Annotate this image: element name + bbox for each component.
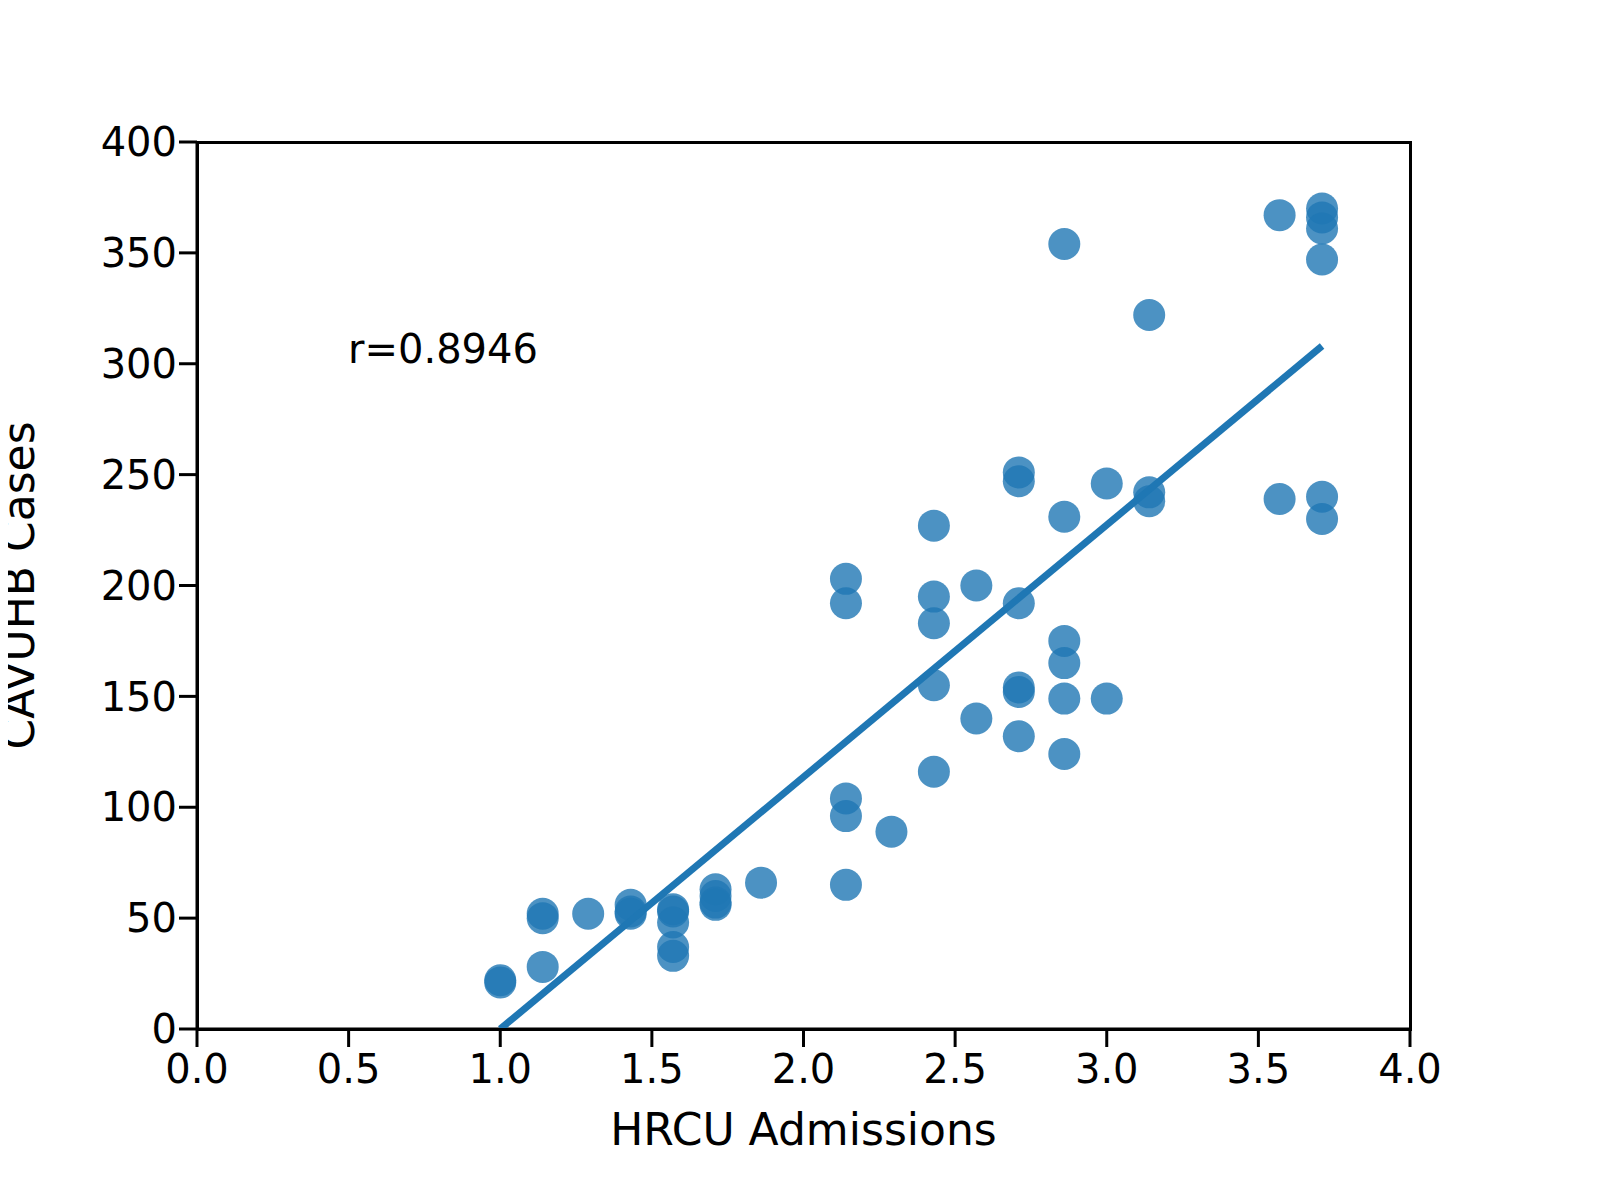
svg-text:100: 100 — [101, 784, 177, 830]
svg-text:350: 350 — [101, 230, 177, 276]
svg-text:3.0: 3.0 — [1075, 1046, 1139, 1092]
svg-text:0.5: 0.5 — [317, 1046, 381, 1092]
svg-text:0.0: 0.0 — [165, 1046, 229, 1092]
svg-text:4.0: 4.0 — [1378, 1046, 1442, 1092]
svg-text:0: 0 — [152, 1006, 177, 1052]
svg-text:300: 300 — [101, 341, 177, 387]
svg-text:150: 150 — [101, 674, 177, 720]
svg-text:HRCU Admissions: HRCU Admissions — [610, 1104, 997, 1155]
svg-text:2.5: 2.5 — [923, 1046, 987, 1092]
svg-text:CAVUHB Cases: CAVUHB Cases — [8, 421, 44, 749]
svg-text:2.0: 2.0 — [772, 1046, 836, 1092]
html-text:r=0.8946: r=0.8946 — [348, 326, 538, 372]
svg-text:200: 200 — [101, 563, 177, 609]
svg-text:1.0: 1.0 — [468, 1046, 532, 1092]
svg-text:250: 250 — [101, 452, 177, 498]
svg-text:3.5: 3.5 — [1227, 1046, 1291, 1092]
svg-text:400: 400 — [101, 119, 177, 165]
svg-text:50: 50 — [126, 895, 177, 941]
svg-text:1.5: 1.5 — [620, 1046, 684, 1092]
